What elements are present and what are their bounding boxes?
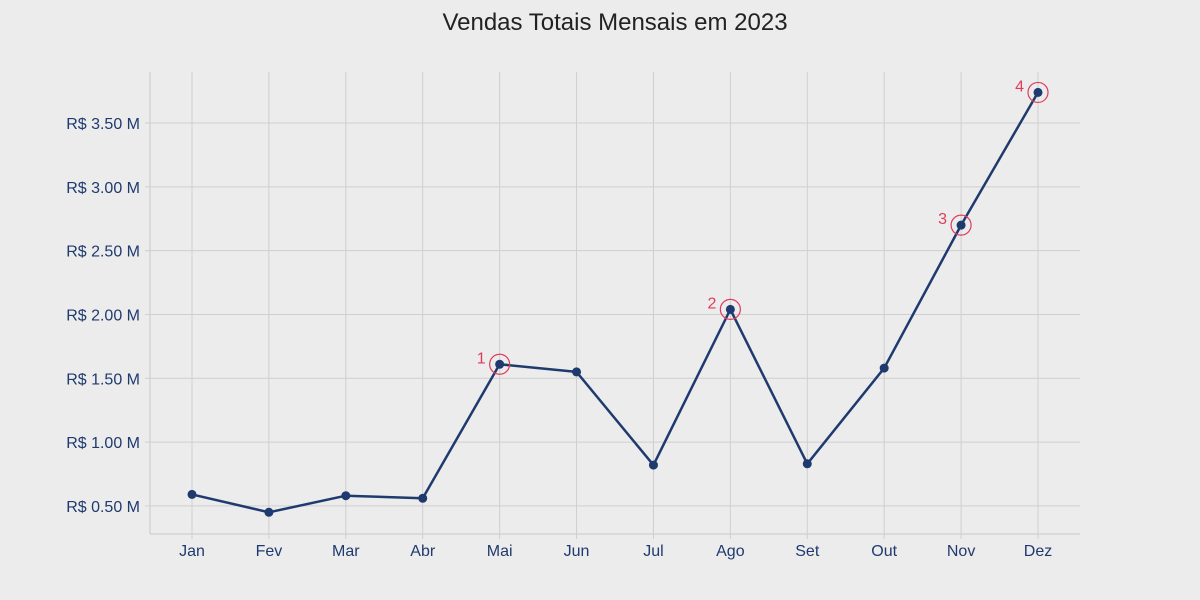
- data-point: [341, 491, 351, 501]
- grid: [150, 72, 1080, 534]
- data-point: [956, 220, 966, 230]
- highlight-ring: [1027, 81, 1049, 104]
- x-tick-label: Dez: [1024, 543, 1052, 560]
- y-tick-label: R$ 3.00 M: [66, 180, 140, 197]
- y-tick-label: R$ 1.50 M: [66, 371, 140, 388]
- x-tick-label: Mai: [487, 543, 513, 560]
- data-point: [648, 460, 658, 470]
- y-tick-label: R$ 1.00 M: [66, 435, 140, 452]
- data-point: [879, 363, 889, 373]
- chart-title: Vendas Totais Mensais em 2023: [442, 9, 787, 36]
- annotation-label: 1: [477, 350, 486, 367]
- x-tick-label: Ago: [716, 543, 745, 560]
- annotation-label: 3: [938, 211, 947, 228]
- highlight-ring: [719, 298, 741, 320]
- x-tick-label: Mar: [332, 543, 360, 560]
- series: [187, 87, 1043, 517]
- data-point: [802, 459, 812, 469]
- x-tick-label: Jun: [564, 543, 590, 560]
- x-tick-label: Jan: [179, 543, 205, 560]
- annotations: 1 2 3 4: [477, 78, 1049, 375]
- x-tick-label: Nov: [947, 543, 975, 560]
- highlight-ring: [950, 214, 972, 236]
- data-point: [1033, 87, 1043, 97]
- y-tick-label: R$ 2.50 M: [66, 244, 140, 261]
- x-tick-label: Set: [795, 543, 820, 560]
- x-tick-label: Fev: [256, 543, 283, 560]
- x-tick-label: Out: [871, 543, 897, 560]
- data-point: [418, 493, 428, 503]
- x-tick-label: Jul: [643, 543, 663, 560]
- data-point: [572, 367, 582, 377]
- y-tick-label: R$ 3.50 M: [66, 116, 140, 133]
- highlight-ring: [489, 353, 511, 375]
- series-line: [191, 91, 1040, 514]
- data-point: [187, 489, 197, 499]
- data-point: [495, 359, 505, 369]
- data-point: [725, 304, 735, 314]
- data-point: [264, 507, 274, 517]
- annotation-label: 4: [1015, 78, 1024, 95]
- x-tick-label: Abr: [410, 543, 436, 560]
- y-tick-label: R$ 2.00 M: [66, 307, 140, 324]
- axes: R$ 0.50 M R$ 1.00 M R$ 1.50 M R$ 2.00 M R$ 2…: [66, 72, 1080, 560]
- y-tick-label: R$ 0.50 M: [66, 499, 140, 516]
- annotation-label: 2: [707, 295, 716, 312]
